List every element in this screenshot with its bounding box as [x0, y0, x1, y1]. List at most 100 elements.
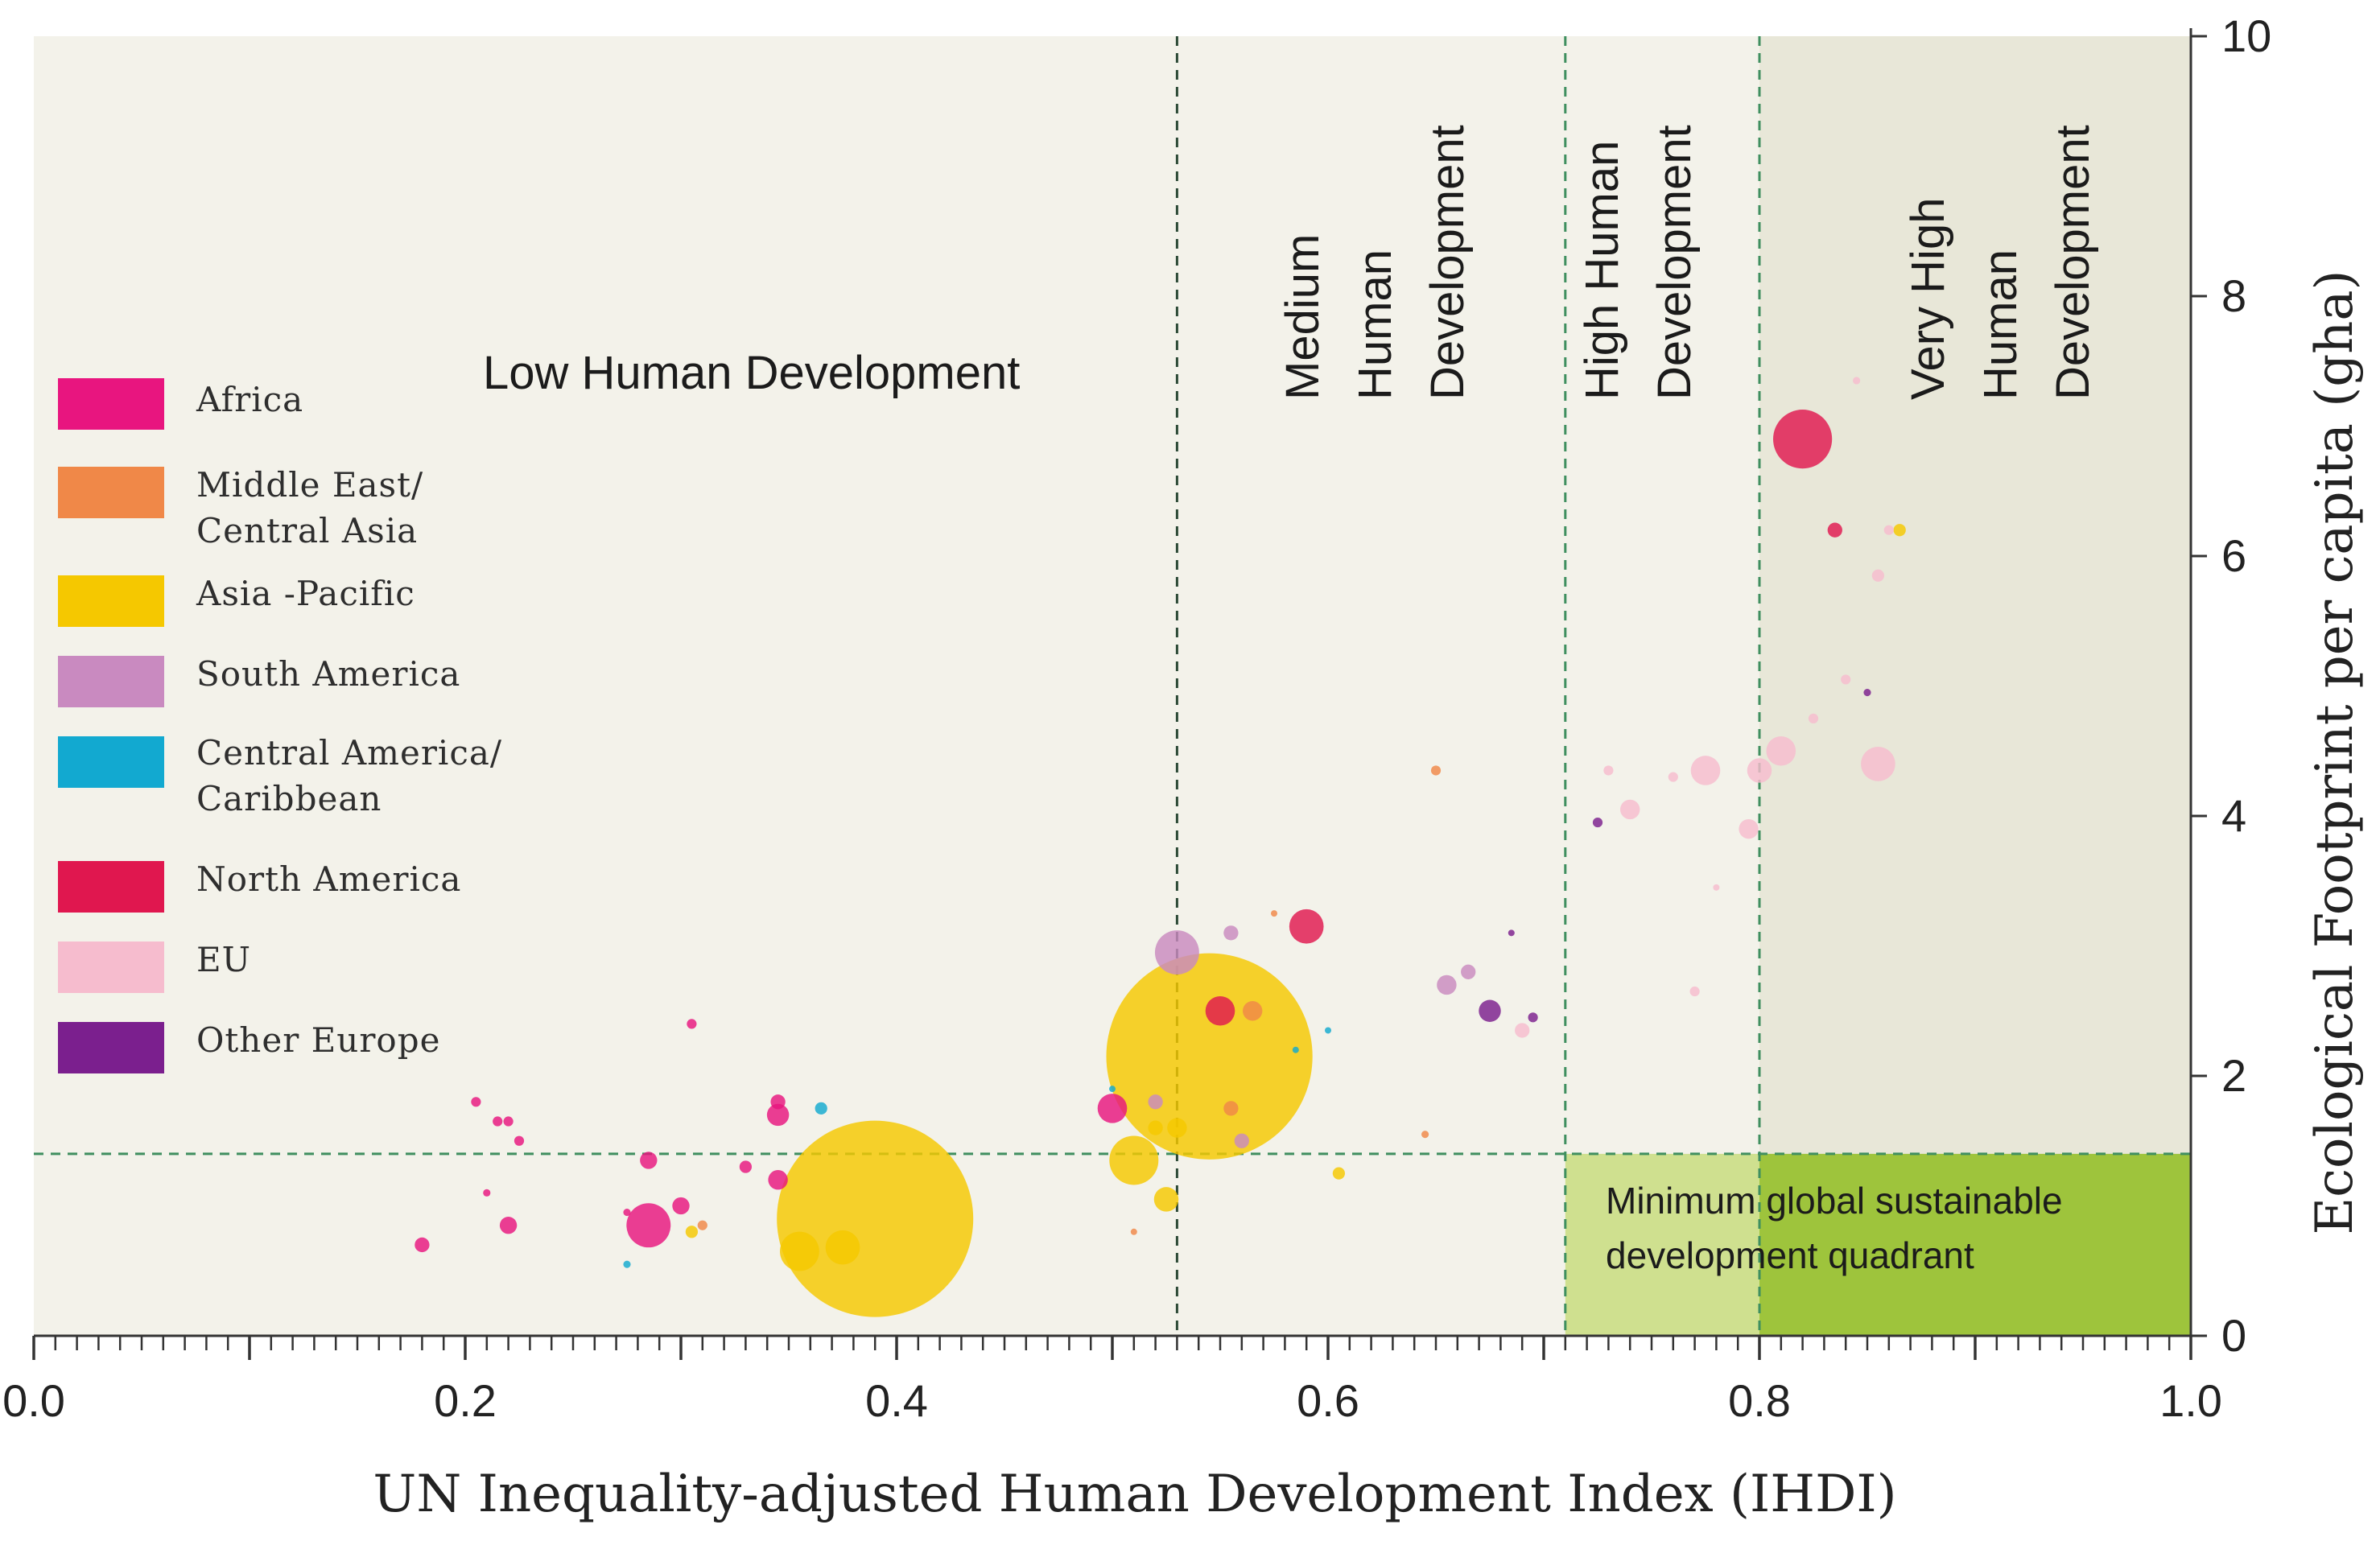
data-point [825, 1230, 860, 1265]
data-point [1883, 525, 1894, 535]
data-point [1234, 1133, 1249, 1148]
y-tick-label: 10 [2221, 10, 2271, 61]
axes-layer: 0.0 0.2 0.4 0.6 0.8 1.0 0 2 4 6 8 10 [2, 10, 2271, 1426]
data-point [1808, 713, 1819, 723]
data-point [768, 1170, 788, 1190]
data-point [483, 1189, 491, 1197]
quadrant-label: Minimum global sustainable [1606, 1180, 2063, 1222]
quadrant-label: development quadrant [1606, 1234, 1974, 1276]
zone-label-low: Low Human Development [483, 347, 1020, 399]
data-point [1148, 1120, 1163, 1135]
data-point [1713, 884, 1720, 891]
x-tick-label: 0.6 [1297, 1375, 1359, 1426]
data-point [1154, 930, 1199, 975]
data-point [1739, 818, 1759, 839]
data-point [1853, 377, 1861, 385]
data-point [1243, 1001, 1263, 1021]
data-point [493, 1116, 503, 1127]
zone-label-very-high: Very High Human Development [1902, 125, 2099, 400]
zone-label-high: High Human Development [1576, 125, 1701, 400]
legend-swatch [58, 575, 164, 627]
data-point [1130, 1228, 1137, 1235]
data-point [623, 1209, 631, 1217]
labels-layer: UN Inequality-adjusted Human Development… [373, 125, 2365, 1524]
zone-label-line: Very High [1902, 198, 1954, 400]
data-point [1747, 758, 1772, 783]
x-tick-label: 0.4 [865, 1375, 928, 1426]
x-axis-title: UN Inequality-adjusted Human Development… [373, 1465, 1896, 1524]
data-point [1592, 817, 1603, 828]
data-point [471, 1097, 481, 1107]
data-point [1292, 1046, 1299, 1053]
data-point [1827, 522, 1842, 538]
zone-label-line: Medium [1277, 234, 1329, 400]
data-point [1479, 999, 1501, 1022]
data-point [1421, 1131, 1429, 1139]
legend-swatch [58, 378, 164, 430]
data-point [1430, 765, 1442, 776]
data-point [1893, 524, 1906, 537]
quadrant-very-high-area [1759, 1153, 2191, 1336]
legend-label: Asia -Pacific [196, 574, 415, 613]
legend-label: North America [196, 859, 462, 899]
data-point [1153, 1187, 1179, 1212]
zone-label-line: Human [1349, 249, 1401, 400]
legend-label: South America [196, 654, 461, 694]
data-point [815, 1102, 827, 1115]
legend-swatch [58, 656, 164, 707]
data-point [499, 1217, 518, 1234]
legend-label: Middle East/ Central Asia [196, 465, 424, 550]
data-point [777, 1120, 974, 1317]
data-point [766, 1103, 790, 1127]
legend-swatch [58, 941, 164, 993]
data-point [503, 1116, 514, 1127]
data-point [1773, 410, 1833, 469]
data-point [1689, 986, 1700, 997]
data-point [623, 1260, 631, 1268]
data-point [1223, 1101, 1239, 1116]
legend-label: Africa [196, 380, 304, 419]
data-point [415, 1237, 430, 1253]
y-tick-label: 0 [2221, 1310, 2246, 1361]
data-point [1097, 1094, 1128, 1123]
data-point [1109, 1135, 1159, 1185]
data-point [626, 1203, 671, 1248]
data-point [1620, 799, 1640, 820]
data-point [1271, 910, 1277, 917]
x-tick-label: 0.2 [434, 1375, 497, 1426]
data-point [780, 1231, 819, 1271]
legend-label: EU [196, 940, 252, 979]
data-point [1515, 1023, 1530, 1038]
y-tick-label: 2 [2221, 1050, 2246, 1101]
data-point [687, 1019, 697, 1029]
data-point [1437, 974, 1457, 995]
legend-swatch [58, 736, 164, 788]
data-point [1603, 765, 1614, 776]
data-point [672, 1197, 690, 1215]
y-tick-label: 6 [2221, 530, 2246, 581]
data-point [1528, 1012, 1538, 1023]
data-point [1205, 995, 1235, 1026]
data-point [1332, 1167, 1346, 1180]
data-point [1106, 953, 1313, 1160]
legend-swatch [58, 861, 164, 913]
data-point [697, 1220, 707, 1230]
data-point [739, 1160, 753, 1173]
data-point [514, 1135, 525, 1146]
x-tick-label: 0.0 [2, 1375, 65, 1426]
quadrant-high-area [1565, 1153, 1759, 1336]
zone-label-line: High Human [1576, 141, 1628, 400]
data-point [1863, 689, 1871, 697]
data-point [1861, 747, 1895, 781]
zone-label-line: Human [1974, 249, 2027, 400]
y-axis-title: Ecological Footprint per capita (gha) [2305, 270, 2365, 1234]
data-point [1690, 756, 1721, 785]
data-point [1325, 1027, 1331, 1034]
legend-swatch [58, 1022, 164, 1073]
data-point [1148, 1094, 1163, 1110]
data-point [1668, 772, 1678, 782]
data-point [640, 1152, 658, 1169]
zone-label-line: Development [2047, 125, 2099, 400]
data-point [1871, 569, 1885, 582]
points-layer [415, 377, 1906, 1317]
